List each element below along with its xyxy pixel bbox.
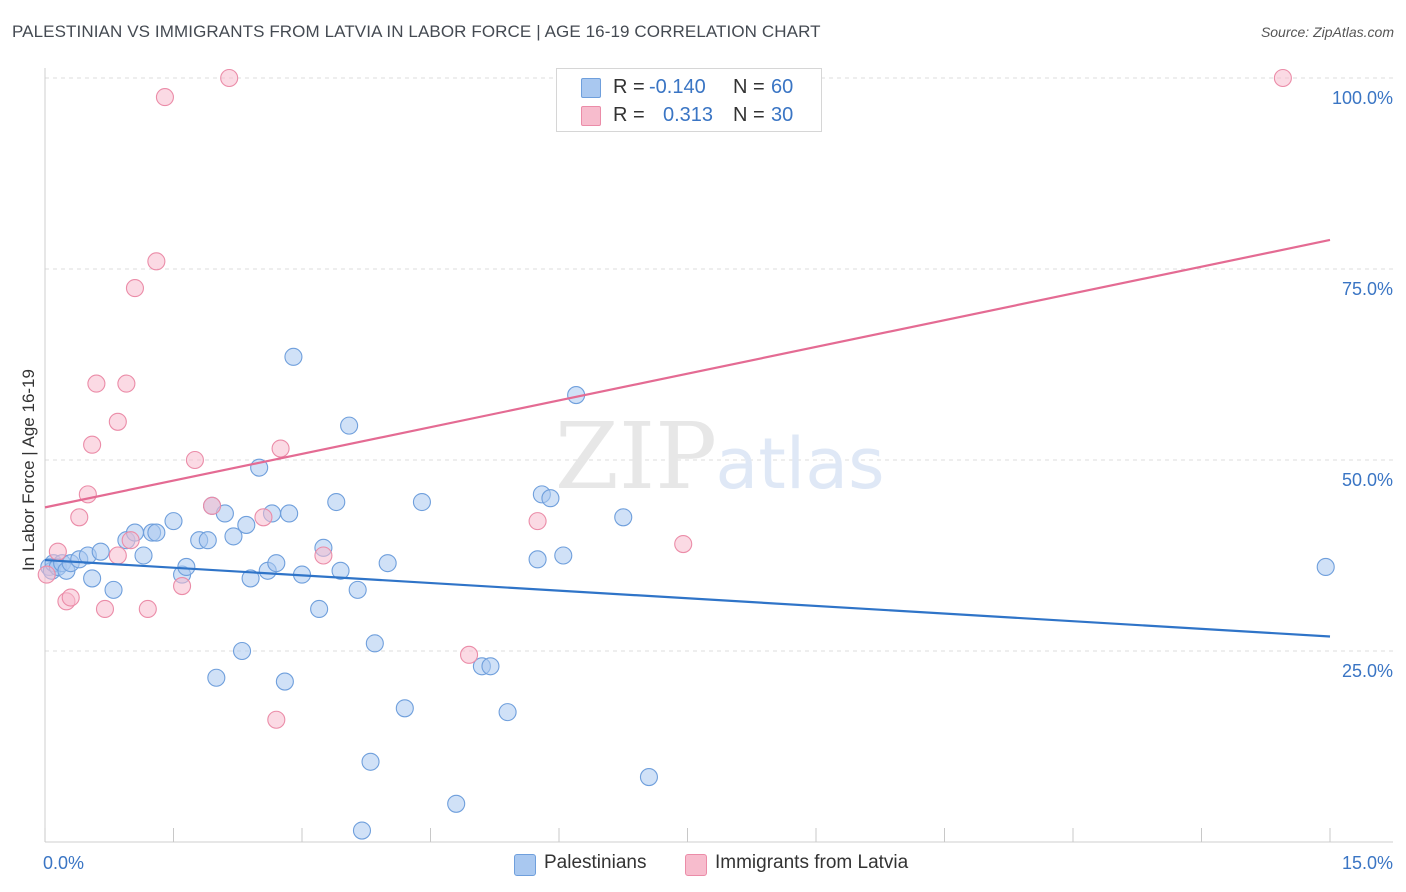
data-point <box>275 672 294 691</box>
r-value: -0.140 <box>649 76 706 98</box>
data-point <box>447 794 466 813</box>
data-point <box>348 580 367 599</box>
data-point <box>147 252 166 271</box>
data-point <box>117 374 136 393</box>
data-point <box>207 668 226 687</box>
x-tick-label: 0.0% <box>43 853 84 873</box>
data-point <box>83 435 102 454</box>
data-point <box>95 599 115 619</box>
data-point <box>267 554 286 573</box>
data-point <box>365 634 384 653</box>
tick-labels: 25.0% 50.0% 75.0% 100.0% 0.0% 15.0% <box>43 88 1393 873</box>
data-point <box>271 439 290 458</box>
data-point <box>280 504 299 523</box>
pink-swatch <box>581 106 601 126</box>
correlation-legend: R = -0.140 N = 60 R = 0.313 N = 30 <box>556 68 822 132</box>
n-label: N = <box>733 104 765 126</box>
data-point <box>48 542 67 561</box>
data-point <box>134 546 153 565</box>
data-point <box>237 515 256 534</box>
r-label: R = <box>613 76 645 98</box>
watermark-zip: ZIP <box>555 403 717 510</box>
data-point <box>61 588 80 607</box>
data-point <box>1316 557 1335 577</box>
y-tick-label: 50.0% <box>1342 470 1393 490</box>
data-points <box>37 68 1335 840</box>
y-axis-label: In Labor Force | Age 16-19 <box>19 369 38 571</box>
data-point <box>267 710 286 729</box>
data-point <box>541 489 560 508</box>
data-point <box>125 279 144 298</box>
series-legend: Palestinians Immigrants from Latvia <box>0 852 1406 876</box>
n-value: 60 <box>771 76 794 98</box>
data-point <box>314 546 333 565</box>
data-point <box>147 523 166 542</box>
data-point <box>87 374 106 393</box>
r-label: R = <box>613 104 645 126</box>
data-point <box>310 599 329 619</box>
trend-line <box>44 558 1331 638</box>
axes <box>44 68 1393 843</box>
y-tick-label: 100.0% <box>1332 88 1393 108</box>
data-point <box>352 821 372 840</box>
data-point <box>232 641 252 661</box>
data-point <box>395 699 414 718</box>
data-point <box>378 554 397 573</box>
watermark-atlas: atlas <box>715 423 884 505</box>
data-point <box>241 569 260 588</box>
n-label: N = <box>733 76 765 98</box>
data-point <box>340 416 359 435</box>
data-point <box>361 752 380 771</box>
x-tick-label: 15.0% <box>1342 853 1393 873</box>
data-point <box>528 550 547 569</box>
trend-lines <box>44 238 1331 638</box>
data-point <box>83 569 102 588</box>
data-point <box>639 768 659 787</box>
data-point <box>412 492 431 512</box>
legend-label: Immigrants from Latvia <box>715 852 909 873</box>
y-tick-label: 25.0% <box>1342 661 1393 681</box>
data-point <box>498 703 517 722</box>
data-point <box>108 412 127 431</box>
data-point <box>91 542 110 561</box>
data-point <box>177 557 196 577</box>
y-tick-label: 75.0% <box>1342 279 1393 299</box>
data-point <box>224 527 243 546</box>
data-point <box>674 534 693 554</box>
pink-swatch <box>685 854 707 876</box>
data-point <box>554 546 573 565</box>
data-point <box>327 492 346 512</box>
data-point <box>108 546 127 565</box>
data-point <box>284 347 303 366</box>
data-point <box>614 508 633 527</box>
data-point <box>331 561 350 580</box>
data-point <box>173 577 192 596</box>
data-point <box>121 531 140 550</box>
data-point <box>198 531 217 550</box>
data-point <box>164 512 183 531</box>
r-value: 0.313 <box>663 104 714 126</box>
blue-swatch <box>581 78 601 98</box>
data-point <box>104 580 123 599</box>
data-point <box>459 645 479 664</box>
gridlines <box>45 77 1393 652</box>
data-point <box>37 565 56 584</box>
data-point <box>203 496 222 515</box>
data-point <box>254 508 273 527</box>
blue-swatch <box>514 854 536 876</box>
source-credit: Source: ZipAtlas.com <box>1260 24 1394 40</box>
data-point <box>528 512 547 531</box>
data-point <box>220 68 239 88</box>
data-point <box>155 88 174 107</box>
data-point <box>481 657 500 676</box>
n-value: 30 <box>771 104 794 126</box>
legend-label: Palestinians <box>544 852 647 873</box>
data-point <box>70 508 89 527</box>
trend-line <box>44 238 1331 509</box>
chart-title: PALESTINIAN VS IMMIGRANTS FROM LATVIA IN… <box>12 22 821 41</box>
data-point <box>138 599 157 619</box>
data-point <box>185 450 204 470</box>
data-point <box>1273 68 1292 88</box>
